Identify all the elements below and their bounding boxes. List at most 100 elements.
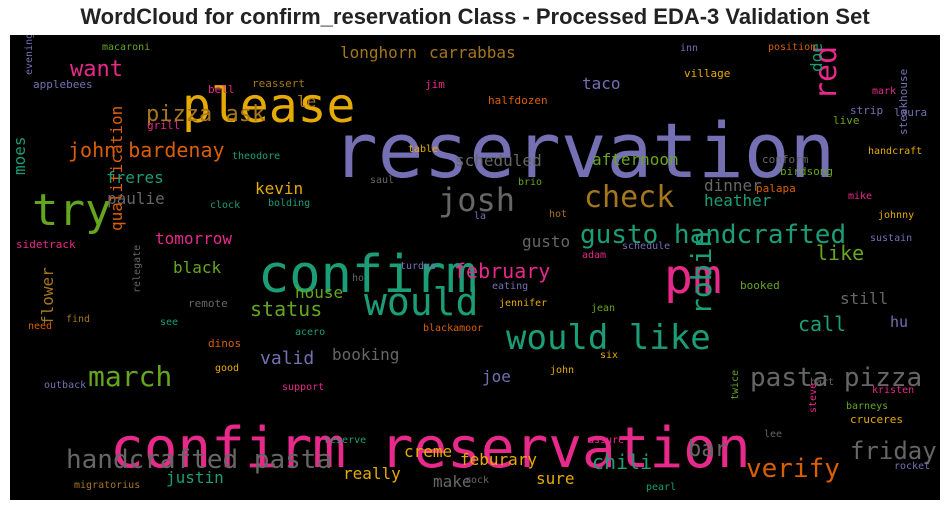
word-creme: creme: [404, 442, 452, 461]
word-red: red: [809, 46, 844, 100]
wordcloud-svg: reservation confirm reservation confirm ple…: [10, 35, 937, 493]
word-bar: bar: [688, 437, 728, 462]
word-call: call: [798, 312, 846, 336]
word-see: see: [160, 317, 178, 328]
word-turdus: turdus: [400, 261, 436, 272]
word-conform: conform: [762, 153, 809, 166]
word-inn: inn: [680, 43, 698, 54]
word-gusto-handcrafted: gusto handcrafted: [580, 220, 846, 250]
word-grill: grill: [147, 119, 180, 132]
word-justin: justin: [166, 468, 224, 487]
word-freres: freres: [106, 168, 164, 187]
word-longhorn: longhorn: [340, 43, 417, 62]
word-sidetrack: sidetrack: [16, 238, 76, 251]
word-acero: acero: [295, 327, 325, 338]
word-february: february: [454, 259, 550, 283]
word-black: black: [173, 258, 222, 277]
word-outback: outback: [44, 380, 86, 391]
wordcloud-panel: reservation confirm reservation confirm ple…: [10, 35, 940, 500]
word-strip: strip: [850, 104, 883, 117]
word-ho: ho: [352, 273, 364, 284]
word-johnny: johnny: [878, 210, 914, 221]
word-josh: josh: [438, 181, 515, 219]
word-kevin: kevin: [255, 179, 303, 198]
word-carrabbas: carrabbas: [429, 43, 516, 62]
word-dinos: dinos: [208, 337, 241, 350]
word-tomorrow: tomorrow: [155, 229, 232, 248]
word-pizza-ask: pizza ask: [146, 102, 265, 127]
word-lee: lee: [764, 429, 782, 440]
word-would-like: would like: [506, 318, 711, 358]
word-applebees: applebees: [33, 78, 93, 91]
word-kristen: kristen: [872, 385, 914, 396]
word-booking: booking: [332, 345, 399, 364]
word-afternoon: afternoon: [592, 150, 679, 169]
word-confirm-reservation: confirm reservation: [110, 416, 751, 481]
word-clock: clock: [210, 200, 240, 211]
word-paulie: paulie: [107, 189, 165, 208]
word-support: support: [282, 382, 324, 393]
word-bolding: bolding: [268, 198, 310, 209]
word-reservation: reservation: [332, 106, 835, 195]
word-sustain: sustain: [870, 233, 912, 244]
word-verify: verify: [746, 454, 840, 484]
word-gusto: gusto: [522, 232, 570, 251]
word-steakhouse: steakhouse: [897, 69, 910, 135]
word-evening: evening: [24, 35, 35, 75]
word-remote: remote: [188, 297, 228, 310]
word-still: still: [840, 289, 888, 308]
word-valid: valid: [260, 348, 314, 369]
word-try: try: [32, 185, 111, 236]
word-robin: robin: [685, 231, 718, 315]
word-mark: mark: [872, 86, 896, 97]
word-birdsong: birdsong: [780, 165, 833, 178]
word-sure: sure: [536, 469, 575, 488]
word-make: make: [433, 472, 472, 491]
word-like: like: [816, 241, 864, 265]
word-doe: doe: [807, 43, 826, 72]
word-eating: eating: [492, 281, 528, 292]
word-chili: chili: [592, 450, 652, 474]
word-reserve: reserve: [324, 435, 366, 446]
word-table: table: [408, 144, 438, 155]
word-laura: laura: [894, 106, 927, 119]
word-check: check: [584, 180, 674, 215]
word-booked: booked: [740, 279, 780, 292]
word-john: john: [550, 365, 574, 376]
word-jim: jim: [425, 78, 445, 91]
word-twice: twice: [730, 370, 741, 400]
word-dinner: dinner: [704, 176, 762, 195]
word-house: house: [295, 283, 343, 302]
word-steve: steve: [808, 383, 819, 413]
word-good: good: [215, 363, 239, 374]
word-march: march: [88, 360, 172, 393]
chart-title: WordCloud for confirm_reservation Class …: [80, 4, 870, 29]
word-feburary: feburary: [460, 450, 537, 469]
word-pm: pm: [664, 249, 722, 305]
word-reassert: reassert: [252, 77, 305, 90]
word-migratorius: migratorius: [74, 480, 140, 491]
word-brio: brio: [518, 177, 542, 188]
word-handcrafted-pasta: handcrafted pasta: [66, 445, 332, 475]
word-moes: moes: [10, 136, 29, 175]
word-joe: joe: [482, 367, 511, 386]
word-six: six: [600, 350, 618, 361]
word-schedule: schedule: [622, 241, 670, 252]
word-would: would: [364, 280, 478, 324]
word-friday: friday: [850, 437, 937, 465]
word-blackamoor: blackamoor: [423, 323, 483, 334]
word-bell: bell: [208, 83, 235, 96]
word-jean: jean: [591, 303, 615, 314]
word-hu: hu: [890, 313, 908, 331]
word-bart: bart: [810, 377, 834, 388]
word-qualification: qualification: [107, 106, 126, 231]
word-status: status: [250, 297, 322, 321]
word-want: want: [70, 57, 123, 82]
word-halfdozen: halfdozen: [488, 94, 548, 107]
word-jennifer: jennifer: [499, 298, 547, 309]
word-le: le: [297, 92, 316, 111]
word-john-bardenay: john bardenay: [68, 138, 225, 162]
word-position: position: [768, 42, 816, 53]
word-la: la: [474, 211, 486, 222]
word-heather: heather: [704, 191, 772, 210]
